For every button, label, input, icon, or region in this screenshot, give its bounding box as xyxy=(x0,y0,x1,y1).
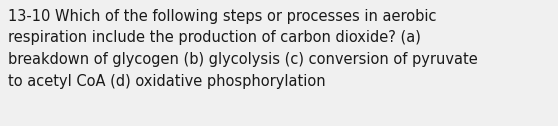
Text: 13-10 Which of the following steps or processes in aerobic
respiration include t: 13-10 Which of the following steps or pr… xyxy=(8,9,478,89)
